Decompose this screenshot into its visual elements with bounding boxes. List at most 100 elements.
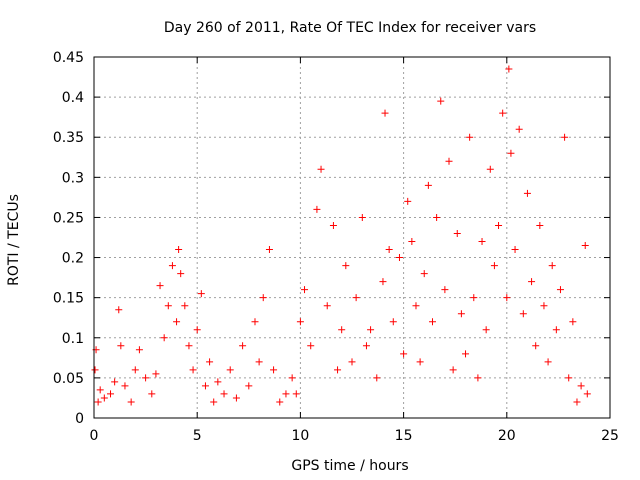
y-tick-label: 0: [75, 411, 84, 427]
plot-frame: [93, 56, 611, 419]
data-point: [197, 290, 205, 298]
data-point: [270, 366, 278, 374]
data-point: [441, 286, 449, 294]
x-tick-label: 15: [395, 428, 413, 444]
data-point: [424, 181, 432, 189]
data-point: [358, 213, 366, 221]
x-axis-label: GPS time / hours: [291, 458, 408, 474]
y-tick-label: 0.3: [62, 170, 84, 186]
data-point: [259, 294, 267, 302]
data-point: [404, 197, 412, 205]
y-tick-label: 0.15: [53, 291, 84, 307]
data-point: [226, 366, 234, 374]
data-point: [486, 165, 494, 173]
x-tick-label: 20: [498, 428, 516, 444]
ticks-layer: 0 5 10 15 20 25 0 0.05 0.1 0.15 0.2 0.25 0.3 0.35 0.4 0…: [53, 50, 619, 444]
data-point: [117, 342, 125, 350]
data-point: [495, 221, 503, 229]
data-point: [148, 390, 156, 398]
data-point: [395, 254, 403, 262]
data-point: [265, 246, 273, 254]
data-point: [540, 302, 548, 310]
y-tick-label: 0.45: [53, 50, 84, 66]
data-points-layer: [91, 65, 591, 406]
data-point: [569, 318, 577, 326]
data-point: [173, 318, 181, 326]
grid-layer: [94, 57, 610, 418]
data-point: [352, 294, 360, 302]
data-point: [342, 262, 350, 270]
data-point: [317, 165, 325, 173]
data-point: [482, 326, 490, 334]
data-point: [466, 133, 474, 141]
data-point: [164, 302, 172, 310]
data-point: [416, 358, 424, 366]
data-point: [577, 382, 585, 390]
data-point: [107, 390, 115, 398]
y-tick-label: 0.05: [53, 371, 84, 387]
data-point: [307, 342, 315, 350]
data-point: [565, 374, 573, 382]
data-point: [282, 390, 290, 398]
data-point: [214, 378, 222, 386]
data-point: [367, 326, 375, 334]
data-point: [474, 374, 482, 382]
data-point: [206, 358, 214, 366]
data-point: [329, 221, 337, 229]
data-point: [503, 294, 511, 302]
data-point: [276, 398, 284, 406]
data-point: [385, 246, 393, 254]
data-point: [111, 378, 119, 386]
data-point: [428, 318, 436, 326]
data-point: [189, 366, 197, 374]
data-point: [433, 213, 441, 221]
data-point: [181, 302, 189, 310]
data-point: [94, 398, 102, 406]
data-point: [201, 382, 209, 390]
data-point: [556, 286, 564, 294]
chart-title: Day 260 of 2011, Rate Of TEC Index for r…: [164, 20, 536, 36]
data-point: [313, 205, 321, 213]
data-point: [420, 270, 428, 278]
data-point: [232, 394, 240, 402]
data-point: [515, 125, 523, 133]
data-point: [177, 270, 185, 278]
data-point: [338, 326, 346, 334]
data-point: [348, 358, 356, 366]
data-point: [389, 318, 397, 326]
data-point: [135, 346, 143, 354]
data-point: [288, 374, 296, 382]
x-tick-label: 25: [601, 428, 619, 444]
data-point: [115, 306, 123, 314]
data-point: [462, 350, 470, 358]
data-point: [532, 342, 540, 350]
data-point: [453, 229, 461, 237]
data-point: [544, 358, 552, 366]
data-point: [548, 262, 556, 270]
data-point: [478, 238, 486, 246]
data-point: [292, 390, 300, 398]
data-point: [127, 398, 135, 406]
data-point: [131, 366, 139, 374]
data-point: [573, 398, 581, 406]
data-point: [449, 366, 457, 374]
data-point: [255, 358, 263, 366]
data-point: [296, 318, 304, 326]
data-point: [379, 278, 387, 286]
data-point: [373, 374, 381, 382]
data-point: [142, 374, 150, 382]
data-point: [511, 246, 519, 254]
data-point: [175, 246, 183, 254]
data-point: [381, 109, 389, 117]
x-tick-label: 5: [193, 428, 202, 444]
y-tick-label: 0.25: [53, 210, 84, 226]
data-point: [561, 133, 569, 141]
data-point: [323, 302, 331, 310]
data-point: [193, 326, 201, 334]
data-point: [499, 109, 507, 117]
y-tick-label: 0.1: [62, 331, 84, 347]
data-point: [528, 278, 536, 286]
data-point: [168, 262, 176, 270]
